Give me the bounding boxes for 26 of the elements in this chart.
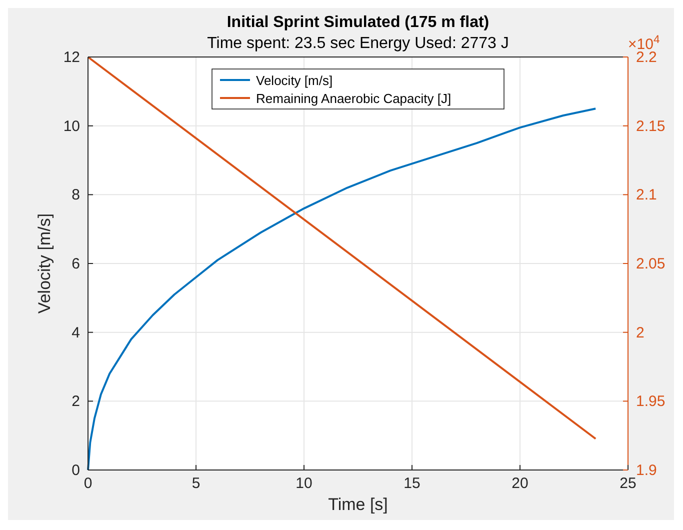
y-tick-label: 12 [63, 49, 80, 66]
y2-tick-label: 2.05 [636, 256, 666, 272]
x-axis-title: Time [s] [328, 495, 388, 514]
y2-tick-label: 2 [636, 324, 644, 342]
x-tick-label: 5 [192, 475, 200, 492]
chart-title: Initial Sprint Simulated (175 m flat) [226, 14, 490, 31]
y-tick-label: 2 [72, 393, 80, 410]
legend-label: Velocity [m/s] [256, 73, 333, 88]
x-tick-label: 0 [84, 475, 92, 492]
y2-tick-label: 1.95 [636, 393, 666, 410]
y2-tick-label: 2.15 [636, 118, 666, 135]
x-tick-label: 20 [512, 475, 528, 492]
y-tick-label: 0 [72, 462, 80, 479]
y2-tick-label: 1.9 [636, 462, 657, 479]
y-axis-title: Velocity [m/s] [35, 213, 54, 314]
chart-subtitle: Time spent: 23.5 sec Energy Used: 2773 J [207, 35, 509, 52]
line-series [87, 108, 597, 471]
x-tick-label: 15 [404, 475, 420, 492]
y-tick-label: 10 [63, 118, 80, 135]
y2-tick-label: 2.1 [636, 186, 657, 204]
y-tick-label: 8 [72, 186, 80, 204]
legend-label: Remaining Anaerobic Capacity [J] [256, 91, 452, 106]
x-tick-label: 25 [620, 475, 636, 492]
x-tick-label: 10 [296, 475, 312, 492]
y-tick-label: 4 [72, 324, 80, 342]
y-tick-label: 6 [72, 256, 80, 272]
